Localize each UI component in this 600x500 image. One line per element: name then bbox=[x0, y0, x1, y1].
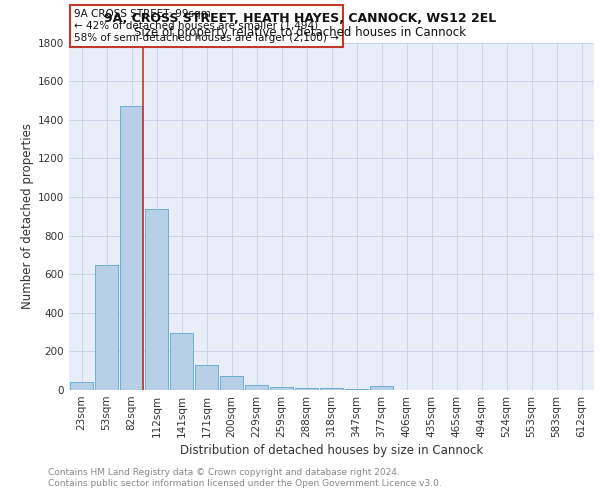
X-axis label: Distribution of detached houses by size in Cannock: Distribution of detached houses by size … bbox=[180, 444, 483, 457]
Text: Size of property relative to detached houses in Cannock: Size of property relative to detached ho… bbox=[134, 26, 466, 39]
Bar bbox=[195, 365, 218, 390]
Bar bbox=[295, 388, 318, 390]
Bar bbox=[345, 389, 368, 390]
Bar bbox=[370, 386, 393, 390]
Bar bbox=[145, 208, 168, 390]
Bar bbox=[120, 106, 143, 390]
Text: 9A, CROSS STREET, HEATH HAYES, CANNOCK, WS12 2EL: 9A, CROSS STREET, HEATH HAYES, CANNOCK, … bbox=[104, 12, 496, 25]
Bar bbox=[245, 385, 268, 390]
Bar bbox=[170, 333, 193, 390]
Bar bbox=[70, 382, 93, 390]
Bar bbox=[220, 376, 243, 390]
Bar bbox=[95, 264, 118, 390]
Bar bbox=[320, 388, 343, 390]
Text: 9A CROSS STREET: 99sqm
← 42% of detached houses are smaller (1,494)
58% of semi-: 9A CROSS STREET: 99sqm ← 42% of detached… bbox=[74, 10, 339, 42]
Y-axis label: Number of detached properties: Number of detached properties bbox=[21, 123, 34, 309]
Bar bbox=[270, 387, 293, 390]
Text: Contains HM Land Registry data © Crown copyright and database right 2024.
Contai: Contains HM Land Registry data © Crown c… bbox=[48, 468, 442, 487]
